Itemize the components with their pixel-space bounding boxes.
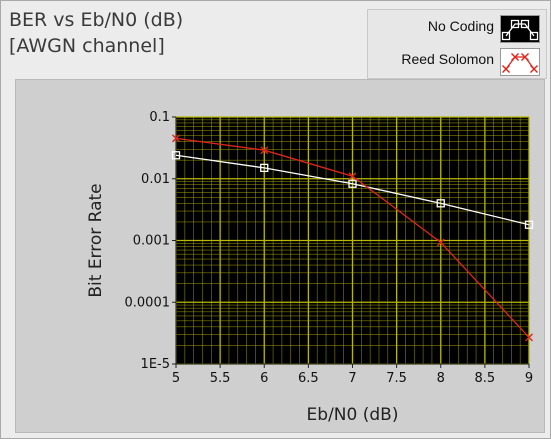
data-point xyxy=(524,220,534,229)
data-point xyxy=(529,31,539,41)
data-point-stroke xyxy=(521,53,529,61)
series-line-no-coding xyxy=(175,154,530,226)
data-point xyxy=(436,238,445,247)
y-tick-label: 1E-5 xyxy=(141,357,170,372)
data-point-stroke xyxy=(436,238,445,247)
data-point xyxy=(436,199,445,208)
plot-legend[interactable]: No Coding Reed Solomon xyxy=(367,9,547,79)
y-tick-label: 0.01 xyxy=(141,172,170,187)
data-point xyxy=(260,146,269,155)
x-axis-title: Eb/N0 (dB) xyxy=(307,405,399,425)
data-point xyxy=(501,31,511,41)
data-point xyxy=(530,65,538,73)
legend-item-reed-solomon[interactable]: Reed Solomon xyxy=(368,46,546,76)
x-tick-label: 5 xyxy=(172,371,180,386)
data-point-stroke xyxy=(530,65,538,73)
y-tick-label: 0.001 xyxy=(133,234,170,249)
legend-label-reed-solomon: Reed Solomon xyxy=(401,51,494,67)
data-point xyxy=(521,53,529,61)
y-tick-label: 0.1 xyxy=(149,110,170,125)
data-point xyxy=(348,179,357,188)
data-point xyxy=(171,151,181,160)
data-point xyxy=(502,65,510,73)
x-tick-label: 7.5 xyxy=(386,371,407,386)
legend-swatch-line xyxy=(505,56,535,70)
data-point-stroke xyxy=(525,333,533,342)
x-tick-label: 8 xyxy=(437,371,445,386)
data-point xyxy=(510,19,520,29)
data-point xyxy=(348,172,357,181)
chart-title-line-2: [AWGN channel] xyxy=(9,35,165,57)
data-point xyxy=(260,163,269,173)
data-point-stroke xyxy=(348,172,357,181)
data-point xyxy=(520,19,530,29)
data-point xyxy=(525,333,533,342)
data-point xyxy=(511,53,519,61)
data-point-stroke xyxy=(502,65,510,73)
x-tick-label: 9 xyxy=(525,371,533,386)
x-tick-label: 5.5 xyxy=(210,371,231,386)
data-point-stroke xyxy=(511,53,519,61)
chart-title-line-1: BER vs Eb/N0 (dB) xyxy=(9,9,184,31)
chart-title: BER vs Eb/N0 (dB) [AWGN channel] xyxy=(9,7,183,59)
legend-swatch-line xyxy=(505,23,535,37)
x-tick-label: 6.5 xyxy=(298,371,319,386)
legend-swatch-no-coding[interactable] xyxy=(500,15,540,43)
plot-area-frame: 5 5.5 6 6.5 7 7.5 8 8.5 9 0.1 0.01 0.001 0.0001 1E-5 E… xyxy=(15,79,545,433)
x-tick-label: 7 xyxy=(348,371,356,386)
legend-item-no-coding[interactable]: No Coding xyxy=(368,13,546,43)
y-axis-title: Bit Error Rate xyxy=(86,183,106,297)
data-point-stroke xyxy=(260,146,269,155)
data-point-stroke xyxy=(172,134,180,143)
x-tick-label: 8.5 xyxy=(475,371,496,386)
data-point xyxy=(172,134,180,143)
chart-svg[interactable]: 5 5.5 6 6.5 7 7.5 8 8.5 9 0.1 0.01 0.001 0.0001 1E-5 E… xyxy=(16,80,544,432)
y-tick-label: 0.0001 xyxy=(125,295,171,310)
x-tick-label: 6 xyxy=(260,371,268,386)
legend-label-no-coding: No Coding xyxy=(427,18,494,34)
legend-swatch-reed-solomon[interactable] xyxy=(500,48,540,76)
